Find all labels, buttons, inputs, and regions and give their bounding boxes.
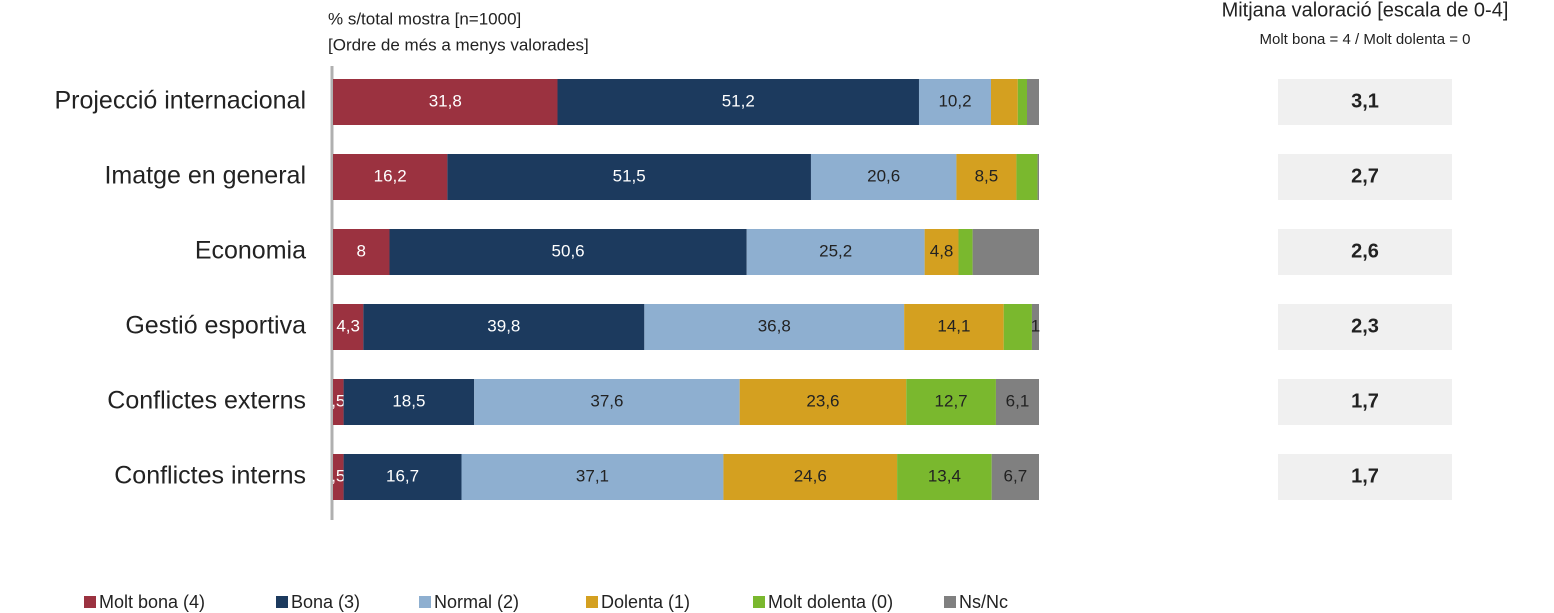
value-label: 8 bbox=[357, 241, 366, 260]
category-label: Projecció internacional bbox=[54, 87, 306, 115]
mean-value: 3,1 bbox=[1351, 90, 1379, 112]
mean-cell bbox=[1278, 154, 1452, 200]
mean-title: Mitjana valoració [escala de 0-4] bbox=[1222, 0, 1509, 21]
bar-segment bbox=[644, 304, 905, 350]
bar-segment bbox=[990, 79, 1018, 125]
bar-segment bbox=[906, 379, 996, 425]
value-label: 25,2 bbox=[819, 241, 852, 260]
value-label: 31,8 bbox=[429, 91, 462, 110]
bar-segment bbox=[333, 379, 344, 425]
bar-segment bbox=[461, 454, 724, 500]
category-label: Conflictes interns bbox=[114, 462, 306, 490]
bar-segment bbox=[810, 154, 957, 200]
value-label: ,5 bbox=[331, 466, 345, 485]
bar-segment bbox=[739, 379, 907, 425]
bar-segment bbox=[363, 304, 645, 350]
value-label: 8,5 bbox=[975, 166, 999, 185]
bar-segment bbox=[333, 304, 364, 350]
mean-value: 1,7 bbox=[1351, 465, 1379, 487]
bar-segment bbox=[956, 154, 1017, 200]
mean-cell bbox=[1278, 229, 1452, 275]
bar-segment bbox=[1026, 79, 1039, 125]
legend-swatch bbox=[586, 596, 598, 608]
legend-label: Ns/Nc bbox=[959, 592, 1008, 612]
bar-segment bbox=[958, 229, 973, 275]
value-label: 14,1 bbox=[937, 316, 970, 335]
value-label: 12,7 bbox=[935, 391, 968, 410]
bar-segment bbox=[918, 79, 991, 125]
bar-segment bbox=[746, 229, 925, 275]
value-label: 13,4 bbox=[928, 466, 961, 485]
category-label: Gestió esportiva bbox=[125, 312, 306, 340]
legend-label: Molt dolenta (0) bbox=[768, 592, 893, 612]
value-label: 24,6 bbox=[794, 466, 827, 485]
bar-segment bbox=[447, 154, 811, 200]
bar-segment bbox=[904, 304, 1004, 350]
mean-value: 2,7 bbox=[1351, 165, 1379, 187]
bar-segment bbox=[343, 379, 475, 425]
bar-segment bbox=[1031, 304, 1039, 350]
mean-cell bbox=[1278, 379, 1452, 425]
bar-segment bbox=[1037, 154, 1039, 200]
bar-segment bbox=[1003, 304, 1032, 350]
bar-segment bbox=[924, 229, 959, 275]
value-label: 4,3 bbox=[336, 316, 360, 335]
bar-segment bbox=[995, 379, 1039, 425]
bar-segment bbox=[723, 454, 898, 500]
bar-segment bbox=[389, 229, 747, 275]
value-label: 6,1 bbox=[1006, 391, 1030, 410]
legend-label: Molt bona (4) bbox=[99, 592, 205, 612]
category-label: Imatge en general bbox=[104, 162, 306, 190]
bar-segment bbox=[474, 379, 740, 425]
value-label: 16,7 bbox=[386, 466, 419, 485]
bar-segment bbox=[343, 454, 462, 500]
legend-swatch bbox=[753, 596, 765, 608]
mean-subtitle: Molt bona = 4 / Molt dolenta = 0 bbox=[1260, 31, 1471, 48]
mean-cell bbox=[1278, 79, 1452, 125]
value-label: ,5 bbox=[331, 391, 345, 410]
legend-swatch bbox=[276, 596, 288, 608]
bar-segment bbox=[333, 154, 448, 200]
legend-label: Dolenta (1) bbox=[601, 592, 690, 612]
bar-segment bbox=[1016, 154, 1038, 200]
category-label: Conflictes externs bbox=[107, 387, 306, 415]
value-label: 50,6 bbox=[552, 241, 585, 260]
bar-segment bbox=[333, 229, 390, 275]
subtitle: % s/total mostra [n=1000] bbox=[328, 9, 521, 28]
mean-cell bbox=[1278, 304, 1452, 350]
legend-swatch bbox=[419, 596, 431, 608]
legend-swatch bbox=[84, 596, 96, 608]
bar-segment bbox=[557, 79, 919, 125]
bar-segment bbox=[1017, 79, 1027, 125]
mean-cell bbox=[1278, 454, 1452, 500]
subtitle: [Ordre de més a menys valorades] bbox=[328, 35, 589, 54]
value-label: 1 bbox=[1031, 316, 1040, 335]
value-label: 51,2 bbox=[722, 91, 755, 110]
value-label: 18,5 bbox=[392, 391, 425, 410]
value-label: 36,8 bbox=[758, 316, 791, 335]
bar-segment bbox=[991, 454, 1039, 500]
category-label: Economia bbox=[195, 237, 306, 265]
value-label: 39,8 bbox=[487, 316, 520, 335]
legend-swatch bbox=[944, 596, 956, 608]
bar-segment bbox=[333, 79, 558, 125]
value-label: 16,2 bbox=[374, 166, 407, 185]
value-label: 23,6 bbox=[806, 391, 839, 410]
value-label: 37,6 bbox=[590, 391, 623, 410]
value-label: 6,7 bbox=[1004, 466, 1028, 485]
value-label: 51,5 bbox=[613, 166, 646, 185]
legend-label: Bona (3) bbox=[291, 592, 360, 612]
mean-value: 2,3 bbox=[1351, 315, 1379, 337]
bar-segment bbox=[972, 229, 1039, 275]
legend-label: Normal (2) bbox=[434, 592, 519, 612]
mean-value: 2,6 bbox=[1351, 240, 1379, 262]
value-label: 10,2 bbox=[938, 91, 971, 110]
value-label: 20,6 bbox=[867, 166, 900, 185]
value-label: 4,8 bbox=[930, 241, 954, 260]
bar-segment bbox=[897, 454, 992, 500]
bar-segment bbox=[333, 454, 344, 500]
mean-value: 1,7 bbox=[1351, 390, 1379, 412]
value-label: 37,1 bbox=[576, 466, 609, 485]
